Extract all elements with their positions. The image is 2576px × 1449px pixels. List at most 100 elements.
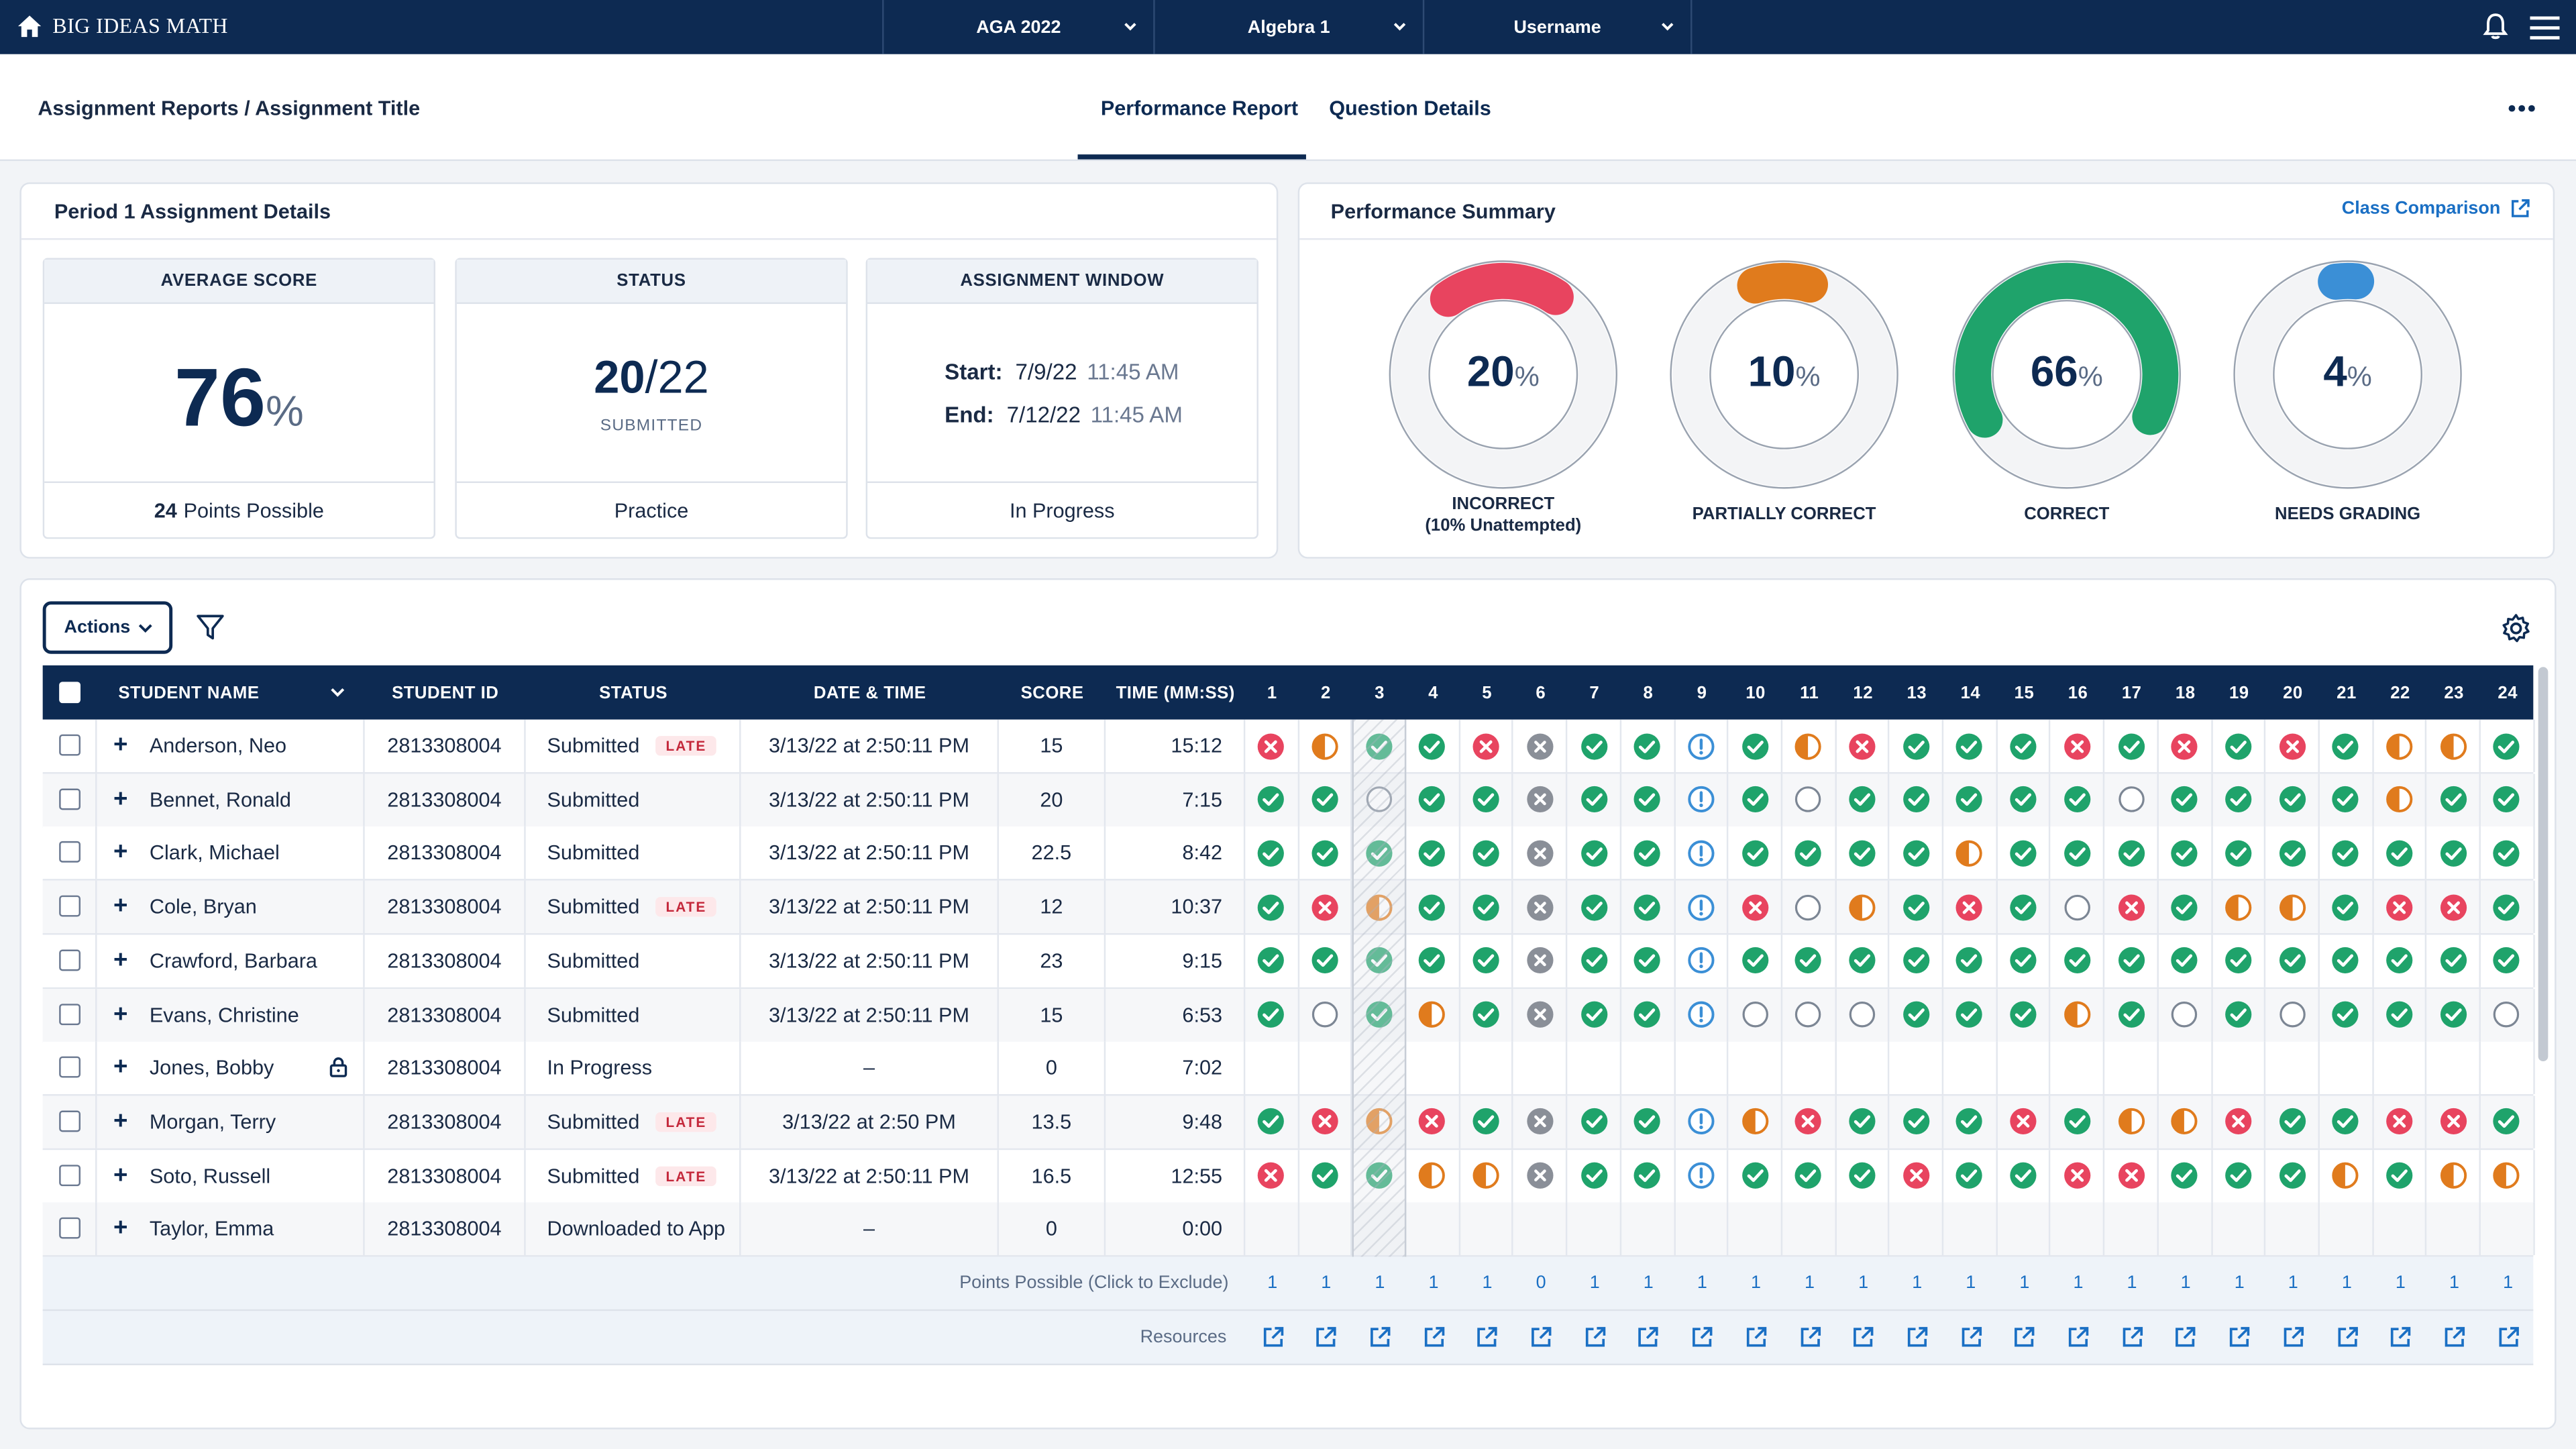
correct-check-icon[interactable] (1955, 732, 1984, 760)
student-name[interactable]: Jones, Bobby (149, 1057, 274, 1080)
incorrect-x-icon[interactable] (1472, 732, 1501, 760)
partial-credit-icon[interactable] (1419, 1162, 1447, 1190)
question-22-cell[interactable] (2373, 826, 2428, 880)
correct-check-icon[interactable] (2224, 1162, 2253, 1190)
question-23-cell[interactable] (2427, 826, 2481, 880)
correct-check-icon[interactable] (2171, 947, 2199, 975)
question-19-cell[interactable] (2212, 1149, 2266, 1202)
tab-performance-report[interactable]: Performance Report (1100, 97, 1299, 120)
question-2-cell[interactable] (1299, 988, 1353, 1041)
incorrect-x-icon[interactable] (2385, 1108, 2414, 1136)
lock-icon[interactable] (329, 1057, 348, 1078)
needs-grading-icon[interactable] (1687, 947, 1715, 975)
correct-check-icon[interactable] (2171, 1162, 2199, 1190)
question-16-cell[interactable] (2051, 1149, 2105, 1202)
col-question-21[interactable]: 21 (2337, 682, 2357, 702)
correct-check-icon[interactable] (2493, 947, 2521, 975)
correct-check-icon[interactable] (1902, 1108, 1930, 1136)
question-2-cell[interactable] (1299, 773, 1353, 826)
points-possible-q19[interactable]: 1 (2234, 1273, 2245, 1293)
unattempted-circle-icon[interactable] (1794, 1000, 1823, 1028)
incorrect-x-icon[interactable] (2063, 732, 2092, 760)
correct-check-icon[interactable] (1633, 1162, 1662, 1190)
correct-check-icon[interactable] (2332, 732, 2360, 760)
correct-check-icon[interactable] (2493, 732, 2521, 760)
partial-credit-icon[interactable] (2385, 732, 2414, 760)
resource-external-link-icon[interactable] (1583, 1326, 1606, 1348)
table-scrollbar[interactable] (2538, 667, 2548, 1062)
points-possible-q15[interactable]: 1 (2019, 1273, 2030, 1293)
question-11-cell[interactable] (1782, 773, 1837, 826)
question-10-cell[interactable] (1729, 719, 1783, 773)
question-5-cell[interactable] (1460, 826, 1514, 880)
correct-check-icon[interactable] (1419, 893, 1447, 921)
correct-check-icon[interactable] (2493, 893, 2521, 921)
question-2-cell[interactable] (1299, 880, 1353, 934)
expand-row-icon[interactable]: + (113, 946, 128, 974)
row-checkbox[interactable] (59, 734, 80, 756)
question-18-cell[interactable] (2159, 934, 2212, 987)
question-20-cell[interactable] (2266, 1149, 2320, 1202)
question-20-cell[interactable] (2266, 826, 2320, 880)
resource-external-link-icon[interactable] (1906, 1326, 1929, 1348)
correct-check-icon[interactable] (1419, 786, 1447, 814)
partial-credit-icon[interactable] (2439, 1162, 2467, 1190)
student-name[interactable]: Morgan, Terry (149, 1110, 276, 1134)
col-question-22[interactable]: 22 (2390, 682, 2410, 702)
correct-check-icon[interactable] (1364, 1162, 1393, 1190)
partial-credit-icon[interactable] (2493, 1162, 2521, 1190)
question-21-cell[interactable] (2320, 773, 2374, 826)
question-13-cell[interactable] (1890, 880, 1944, 934)
partial-credit-icon[interactable] (2171, 1108, 2199, 1136)
correct-check-icon[interactable] (1580, 893, 1608, 921)
question-5-cell[interactable] (1460, 934, 1514, 987)
col-question-24[interactable]: 24 (2498, 682, 2518, 702)
needs-grading-icon[interactable] (1687, 1000, 1715, 1028)
partial-credit-icon[interactable] (1794, 732, 1823, 760)
partial-credit-icon[interactable] (1472, 1162, 1501, 1190)
correct-check-icon[interactable] (1472, 1108, 1501, 1136)
question-8-cell[interactable] (1621, 988, 1675, 1041)
correct-check-icon[interactable] (1902, 732, 1930, 760)
question-12-cell[interactable] (1836, 880, 1890, 934)
question-15-cell[interactable] (1997, 1149, 2051, 1202)
row-checkbox[interactable] (59, 1003, 80, 1024)
correct-check-icon[interactable] (1848, 1108, 1876, 1136)
question-22-cell[interactable] (2373, 880, 2428, 934)
correct-check-icon[interactable] (1311, 1162, 1339, 1190)
correct-check-icon[interactable] (1633, 1108, 1662, 1136)
question-21-cell[interactable] (2320, 826, 2374, 880)
question-4-cell[interactable] (1407, 988, 1460, 1041)
correct-check-icon[interactable] (2224, 732, 2253, 760)
partial-credit-icon[interactable] (1419, 1000, 1447, 1028)
correct-check-icon[interactable] (2493, 786, 2521, 814)
correct-check-icon[interactable] (1633, 732, 1662, 760)
expand-row-icon[interactable]: + (113, 1053, 128, 1081)
question-24-cell[interactable] (2481, 719, 2535, 773)
question-16-cell[interactable] (2051, 719, 2105, 773)
correct-check-icon[interactable] (2439, 947, 2467, 975)
col-question-2[interactable]: 2 (1320, 682, 1331, 702)
correct-check-icon[interactable] (1741, 786, 1769, 814)
correct-check-icon[interactable] (1472, 839, 1501, 867)
question-2-cell[interactable] (1299, 719, 1353, 773)
question-3-cell[interactable] (1352, 1095, 1407, 1148)
question-22-cell[interactable] (2373, 1149, 2428, 1202)
notification-bell-icon[interactable] (2481, 11, 2510, 41)
question-7-cell[interactable] (1568, 773, 1621, 826)
question-21-cell[interactable] (2320, 719, 2374, 773)
points-possible-q8[interactable]: 1 (1643, 1273, 1654, 1293)
correct-check-icon[interactable] (1364, 732, 1393, 760)
incorrect-x-icon[interactable] (1794, 1108, 1823, 1136)
correct-check-icon[interactable] (1257, 786, 1285, 814)
correct-check-icon[interactable] (1419, 839, 1447, 867)
question-9-cell[interactable] (1675, 1149, 1729, 1202)
needs-grading-icon[interactable] (1687, 1162, 1715, 1190)
correct-check-icon[interactable] (1580, 1162, 1608, 1190)
correct-check-icon[interactable] (1848, 1162, 1876, 1190)
question-24-cell[interactable] (2481, 880, 2535, 934)
question-8-cell[interactable] (1621, 773, 1675, 826)
resource-external-link-icon[interactable] (2174, 1326, 2197, 1348)
correct-check-icon[interactable] (2332, 839, 2360, 867)
correct-check-icon[interactable] (1741, 839, 1769, 867)
